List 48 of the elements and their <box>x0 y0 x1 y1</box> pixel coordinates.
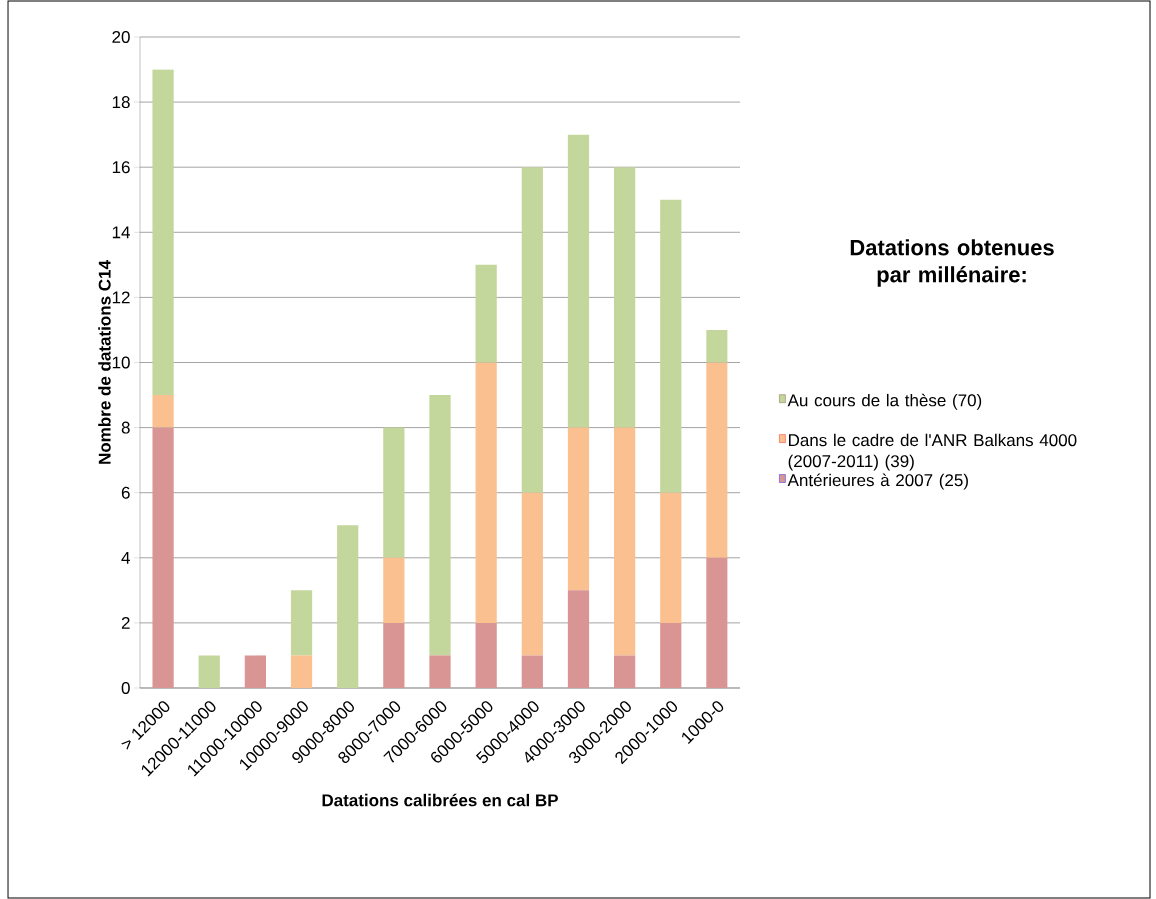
y-tick-label: 0 <box>121 681 130 695</box>
bar <box>660 492 682 623</box>
bar <box>706 329 728 363</box>
bar <box>567 134 590 428</box>
y-tick-label: 8 <box>121 421 130 434</box>
bar <box>660 622 682 688</box>
bar <box>383 427 405 558</box>
bar <box>152 69 174 396</box>
bar <box>521 655 543 688</box>
bar <box>475 264 497 363</box>
y-tick-label: 14 <box>112 226 130 239</box>
y-tick-label: 2 <box>121 616 130 629</box>
bar <box>521 167 543 493</box>
legend-label: Au cours de la thèse (70) <box>787 393 982 410</box>
bar <box>614 655 636 688</box>
bar <box>521 492 543 656</box>
bar <box>706 362 728 558</box>
y-tick-label: 4 <box>121 551 130 564</box>
bar <box>567 427 590 591</box>
bar <box>475 622 497 688</box>
bar <box>475 362 497 623</box>
legend-title: Datations obtenues par millénaire: <box>850 239 1054 287</box>
bar <box>383 622 405 688</box>
bar <box>290 655 313 688</box>
bar <box>383 557 405 623</box>
y-tick-label: 10 <box>112 356 130 369</box>
legend-label: Antérieures à 2007 (25) <box>787 473 968 490</box>
bar <box>290 590 313 656</box>
bar <box>567 590 590 688</box>
bar <box>152 395 174 428</box>
y-tick-label: 18 <box>112 96 130 109</box>
bar <box>152 427 174 688</box>
y-tick-label: 20 <box>112 30 130 44</box>
y-tick-label: 6 <box>121 486 130 499</box>
y-tick-label: 12 <box>112 291 130 304</box>
bar <box>614 427 636 656</box>
y-tick-label: 16 <box>112 161 130 174</box>
bar <box>660 199 682 493</box>
bar <box>244 655 267 688</box>
x-axis-title: Datations calibrées en cal BP <box>322 793 558 807</box>
bar <box>337 525 359 688</box>
y-axis-title: Nombre de datations C14 <box>98 260 111 464</box>
bar <box>429 655 451 688</box>
bar <box>429 395 451 656</box>
legend-label: Dans le cadre de l'ANR Balkans 4000 (2007-2011) (39) <box>788 433 1077 471</box>
bar <box>614 167 636 428</box>
bar <box>198 655 220 688</box>
bar <box>706 557 728 688</box>
